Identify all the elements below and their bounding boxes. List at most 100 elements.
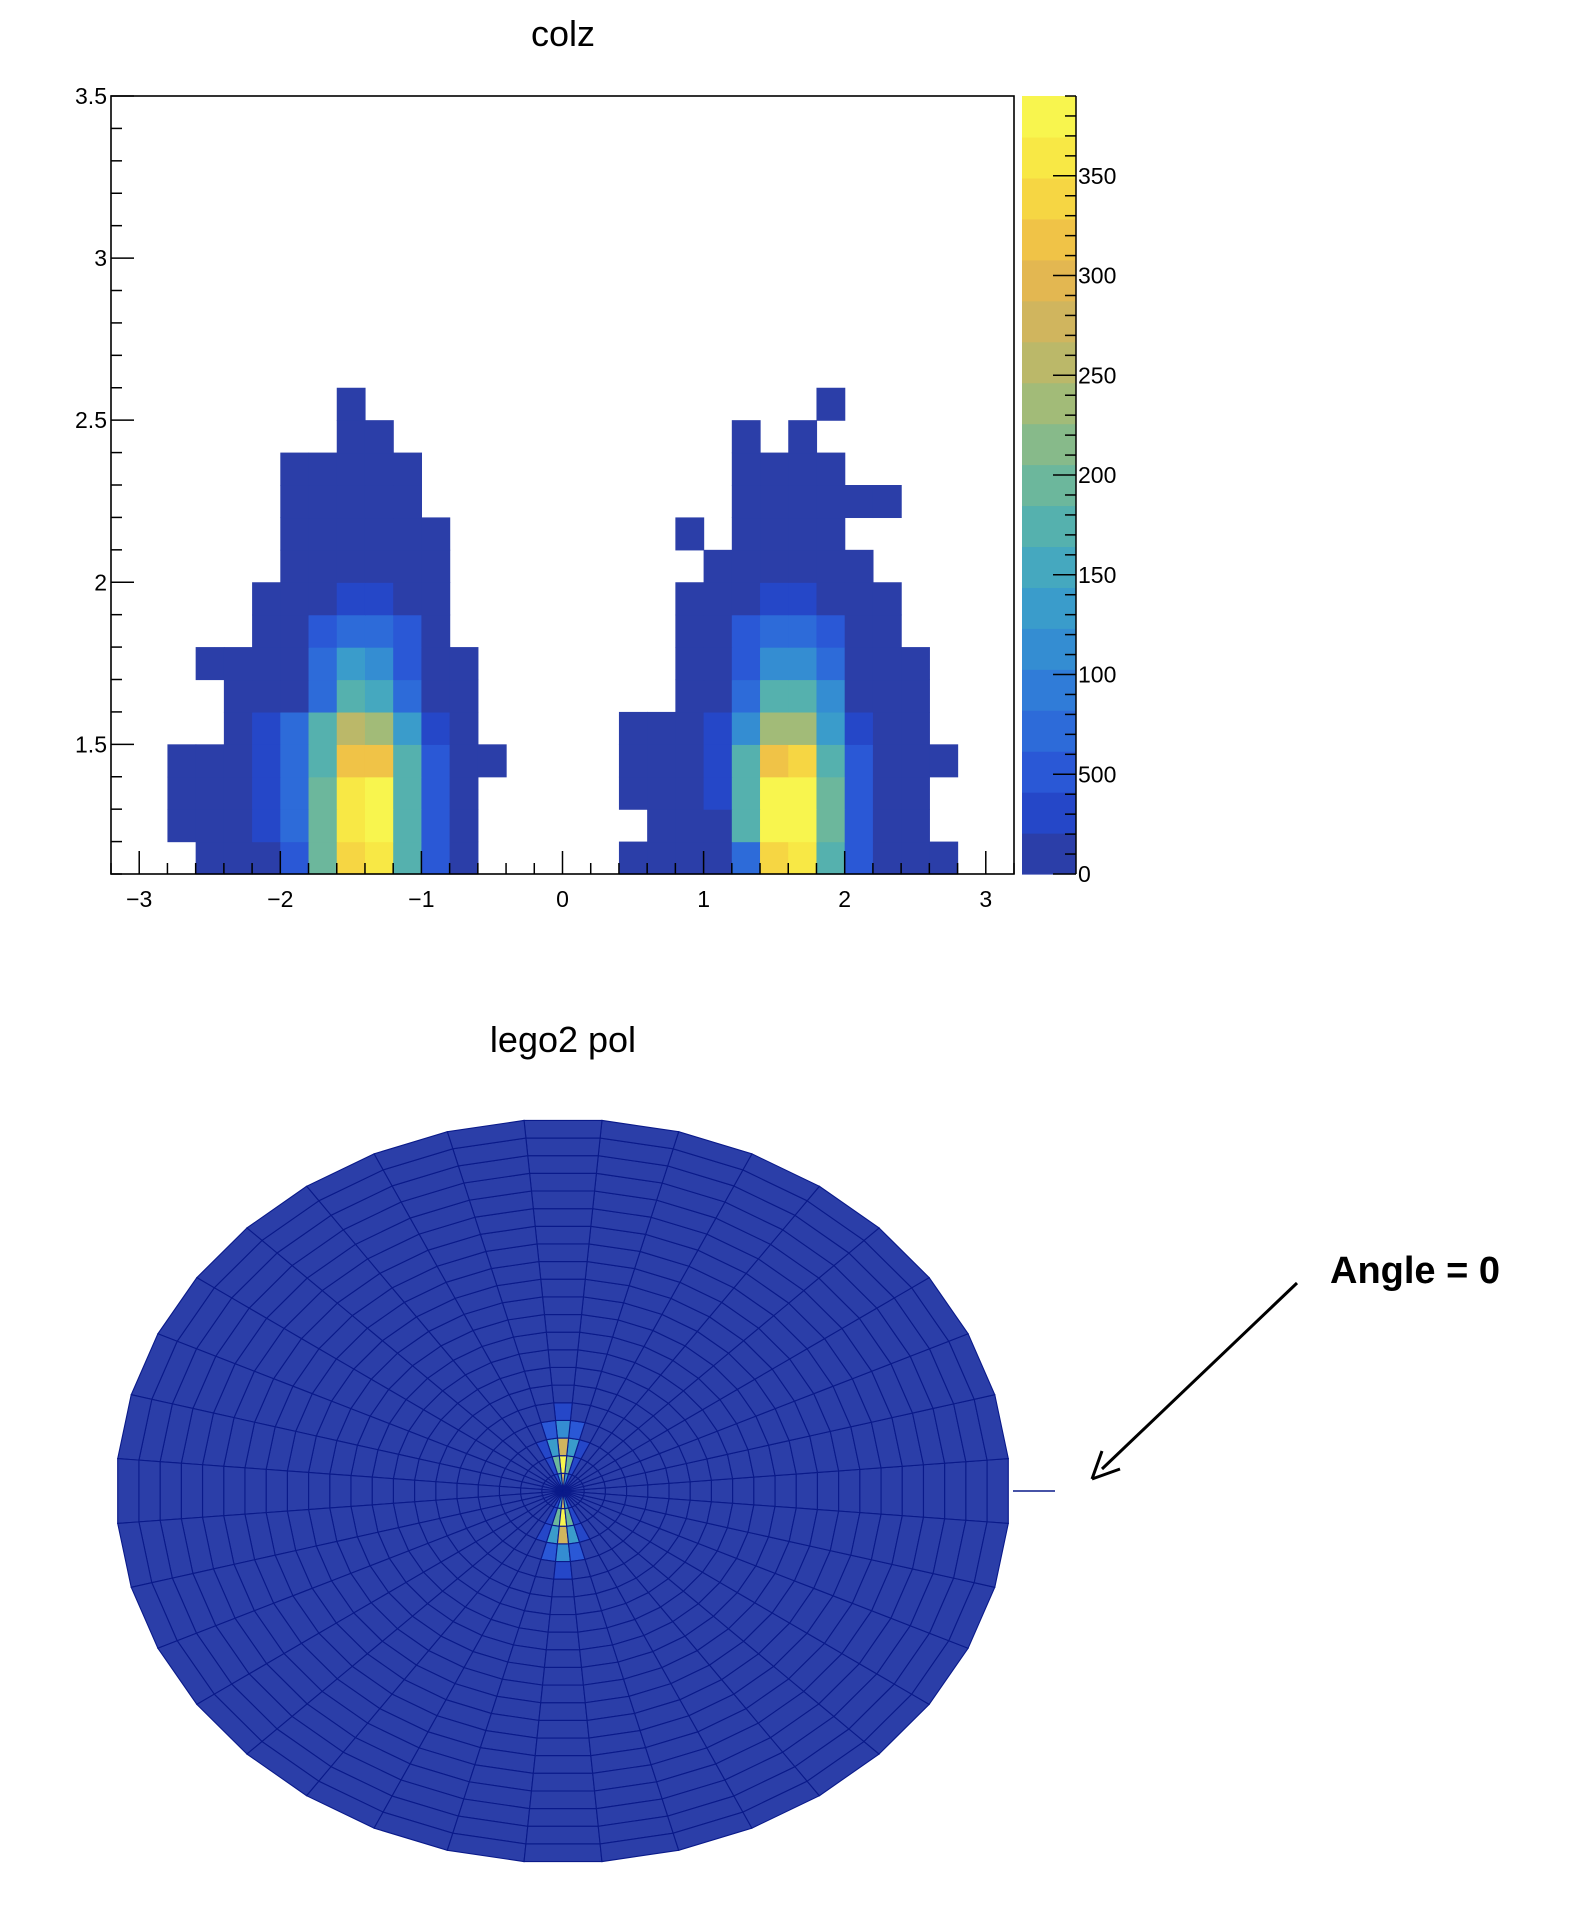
heatmap-cell	[816, 582, 846, 616]
palette-tick-label: 500	[1078, 761, 1116, 787]
heatmap-cell	[760, 679, 789, 713]
heatmap-cell	[421, 679, 451, 713]
lego-cell	[553, 1402, 573, 1421]
heatmap-cell	[449, 647, 479, 681]
heatmap-cell	[760, 582, 789, 616]
lego-cell	[547, 1349, 579, 1369]
palette-band	[1022, 218, 1076, 261]
x-tick-label: 2	[838, 886, 851, 912]
heatmap-cell	[675, 841, 705, 875]
heatmap-cell	[336, 582, 366, 616]
heatmap-cell	[195, 809, 225, 843]
lego-cell	[392, 1478, 416, 1504]
heatmap-cell	[647, 711, 676, 745]
heatmap-cell	[788, 452, 818, 486]
palette-tick-label: 200	[1078, 462, 1116, 488]
heatmap-cell	[280, 485, 310, 519]
heatmap-cell	[901, 647, 930, 681]
heatmap-cell	[308, 582, 338, 616]
lego-cell	[965, 1459, 988, 1523]
lego-cell	[774, 1473, 797, 1509]
heatmap-cell	[675, 809, 705, 843]
lego-cell	[180, 1462, 204, 1520]
heatmap-cell	[167, 744, 197, 778]
heatmap-cell	[195, 744, 225, 778]
heatmap-cell	[252, 841, 281, 875]
heatmap-cell	[816, 711, 846, 745]
palette-band	[1022, 259, 1076, 302]
heatmap-cell	[336, 614, 366, 648]
heatmap-cell	[421, 614, 451, 648]
heatmap-cell	[308, 776, 338, 810]
heatmap-cell	[872, 711, 902, 745]
heatmap-cell	[731, 549, 761, 583]
heatmap-cell	[449, 711, 479, 745]
y-tick-label: 3	[94, 245, 107, 271]
heatmap-cell	[421, 549, 451, 583]
palette-band	[1022, 382, 1076, 425]
lego-cell	[329, 1473, 352, 1509]
heatmap-cell	[901, 679, 930, 713]
palette-band	[1022, 751, 1076, 793]
heatmap-cell	[280, 549, 310, 583]
heatmap-cell	[280, 647, 310, 681]
heatmap-cell	[760, 744, 789, 778]
heatmap-cell	[167, 809, 197, 843]
heatmap-cell	[788, 614, 818, 648]
lego-cell	[543, 1313, 583, 1333]
heatmap-cell	[731, 841, 761, 875]
heatmap-cell	[364, 420, 394, 454]
lego-cell	[138, 1459, 161, 1523]
lego-cell	[547, 1613, 579, 1633]
lego-cell	[538, 1261, 588, 1280]
heatmap-cell	[844, 647, 874, 681]
heatmap-cell	[731, 711, 761, 745]
heatmap-cell	[393, 614, 423, 648]
lego-cell	[265, 1468, 288, 1514]
lego-cell	[543, 1649, 583, 1669]
lego-cell	[901, 1464, 925, 1518]
heatmap-cell	[364, 744, 394, 778]
lego-cell	[753, 1474, 776, 1508]
lego-cell	[689, 1479, 712, 1503]
palette-band	[1022, 341, 1076, 384]
heatmap-cell	[647, 809, 676, 843]
heatmap-cell	[872, 776, 902, 810]
heatmap-cell	[364, 582, 394, 616]
lego-cell	[532, 1755, 594, 1774]
lego-cell	[944, 1461, 967, 1521]
heatmap-cell	[788, 711, 818, 745]
heatmap-cell	[731, 647, 761, 681]
y-tick-label: 2	[94, 569, 107, 595]
heatmap-cell	[703, 614, 733, 648]
lego-cell	[350, 1474, 373, 1508]
color-palette: 0 500 100 150 200 250 300 350	[1022, 95, 1116, 887]
heatmap-cell	[647, 776, 676, 810]
palette-tick-label: 0	[1078, 861, 1091, 887]
lego2-pol-title: lego2 pol	[490, 1019, 636, 1060]
heatmap-cell	[816, 841, 846, 875]
x-tick-label: −3	[126, 886, 152, 912]
heatmap-cell	[252, 809, 281, 843]
lego-cell	[523, 1119, 603, 1139]
lego-cell	[554, 1543, 572, 1563]
heatmap-cell	[280, 711, 310, 745]
heatmap-cell	[308, 679, 338, 713]
heatmap-cell	[393, 711, 423, 745]
heatmap-cell	[760, 711, 789, 745]
palette-tick-label: 100	[1078, 662, 1116, 688]
heatmap-cell	[731, 809, 761, 843]
lego-cell	[668, 1481, 691, 1501]
palette-band	[1022, 96, 1076, 138]
heatmap-cell	[760, 841, 789, 875]
lego-cell	[456, 1482, 479, 1500]
palette-band	[1022, 464, 1076, 507]
heatmap-cell	[336, 647, 366, 681]
angle-arrow	[1100, 1281, 1299, 1471]
heatmap-cell	[844, 776, 874, 810]
lego-cell	[816, 1470, 840, 1512]
lego-cell	[530, 1190, 596, 1210]
heatmap-cell	[675, 744, 705, 778]
heatmap-cell	[647, 744, 676, 778]
lego-cell	[554, 1419, 572, 1439]
